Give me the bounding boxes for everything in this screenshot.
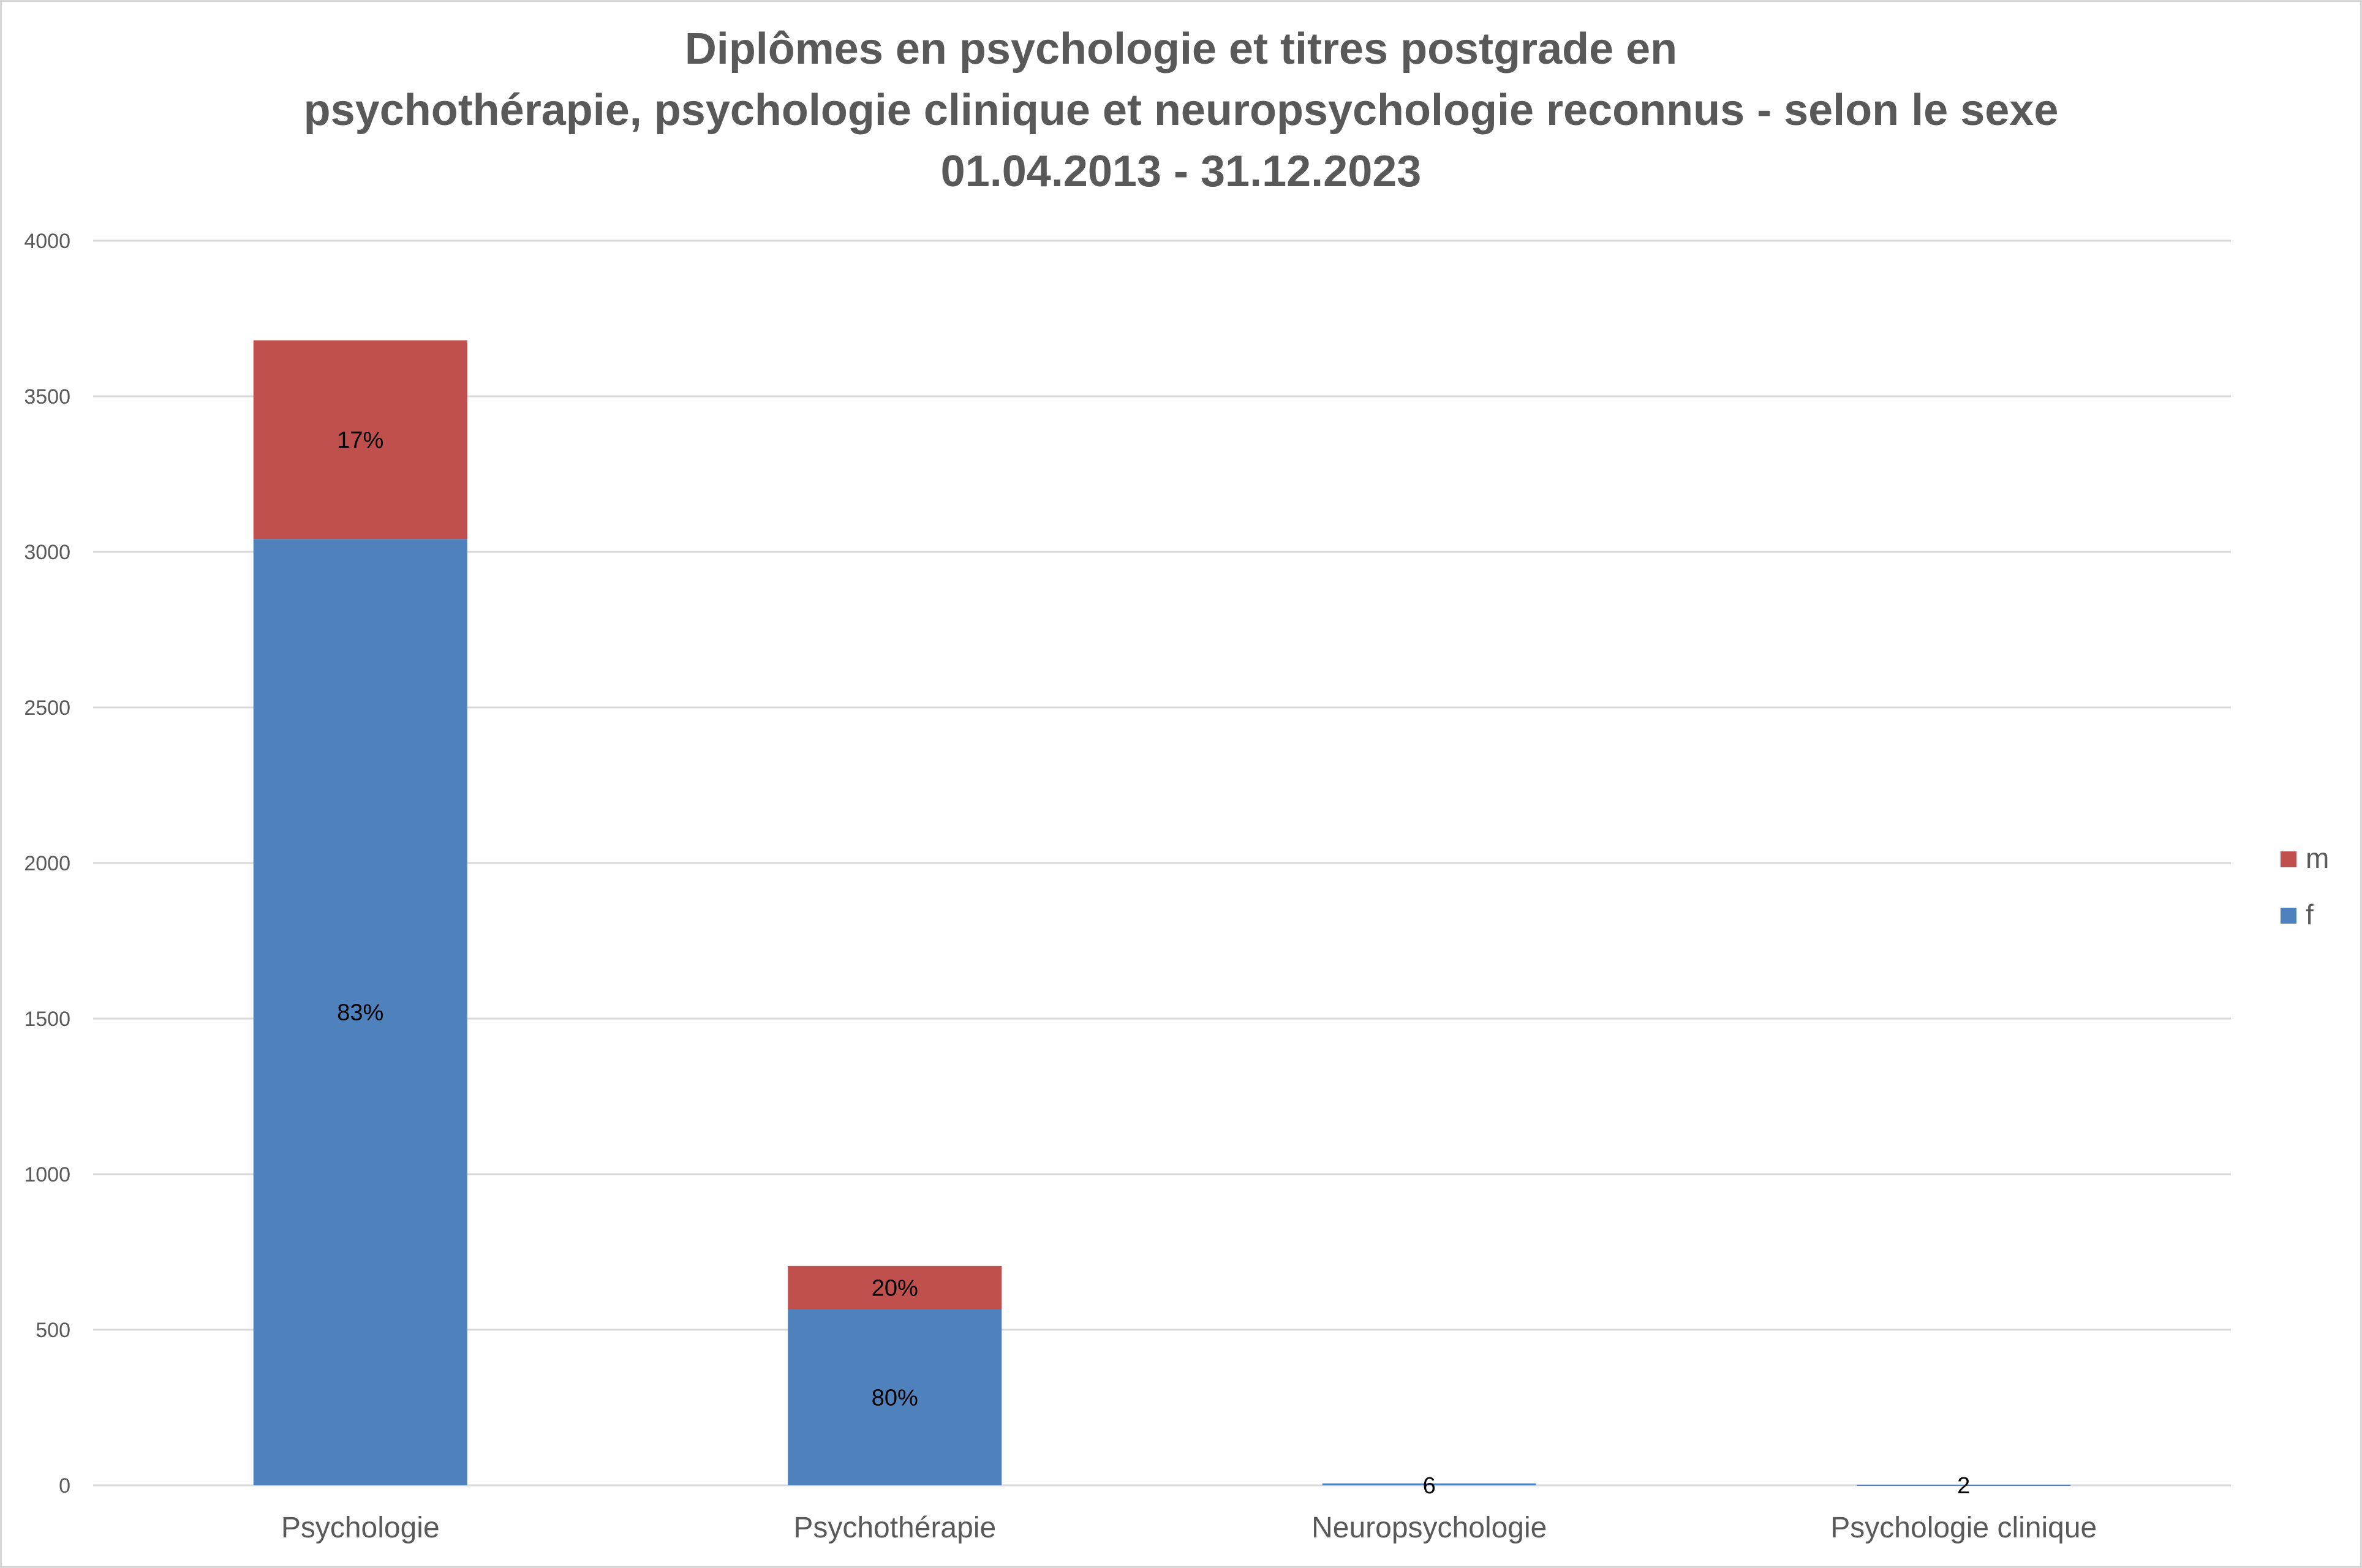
y-tick-label: 2000 [24, 852, 70, 875]
data-label: 6 [1423, 1473, 1436, 1499]
data-label: 20% [872, 1275, 918, 1301]
y-tick-label: 1500 [24, 1008, 70, 1031]
y-tick-label: 500 [36, 1319, 70, 1342]
bar-m [788, 1265, 1002, 1310]
chart-title-line: 01.04.2013 - 31.12.2023 [941, 147, 1422, 196]
y-tick-label: 3000 [24, 541, 70, 564]
bar-f [788, 1309, 1002, 1485]
y-tick-label: 3500 [24, 385, 70, 409]
x-category-label: Neuropsychologie [1311, 1512, 1547, 1544]
chart-title-line: psychothérapie, psychologie clinique et … [304, 86, 2059, 135]
legend-label-f: f [2306, 899, 2314, 930]
y-tick-label: 4000 [24, 230, 70, 253]
data-label: 17% [337, 428, 383, 453]
x-category-label: Psychologie [281, 1512, 440, 1544]
legend-swatch-f [2281, 908, 2296, 924]
x-category-label: Psychothérapie [793, 1512, 996, 1544]
y-tick-label: 1000 [24, 1163, 70, 1186]
legend-label-m: m [2306, 842, 2329, 874]
bar-f [253, 539, 467, 1485]
data-label: 2 [1957, 1473, 1970, 1499]
y-tick-label: 2500 [24, 696, 70, 720]
data-label: 80% [872, 1385, 918, 1411]
bar-m [253, 340, 467, 540]
data-label: 83% [337, 1000, 383, 1026]
chart-title-line: Diplômes en psychologie et titres postgr… [685, 24, 1677, 74]
x-category-label: Psychologie clinique [1830, 1512, 2097, 1544]
bar-f [1322, 1483, 1536, 1485]
y-tick-label: 0 [59, 1474, 70, 1498]
legend-swatch-m [2281, 851, 2296, 867]
bar-f [1857, 1484, 2071, 1486]
